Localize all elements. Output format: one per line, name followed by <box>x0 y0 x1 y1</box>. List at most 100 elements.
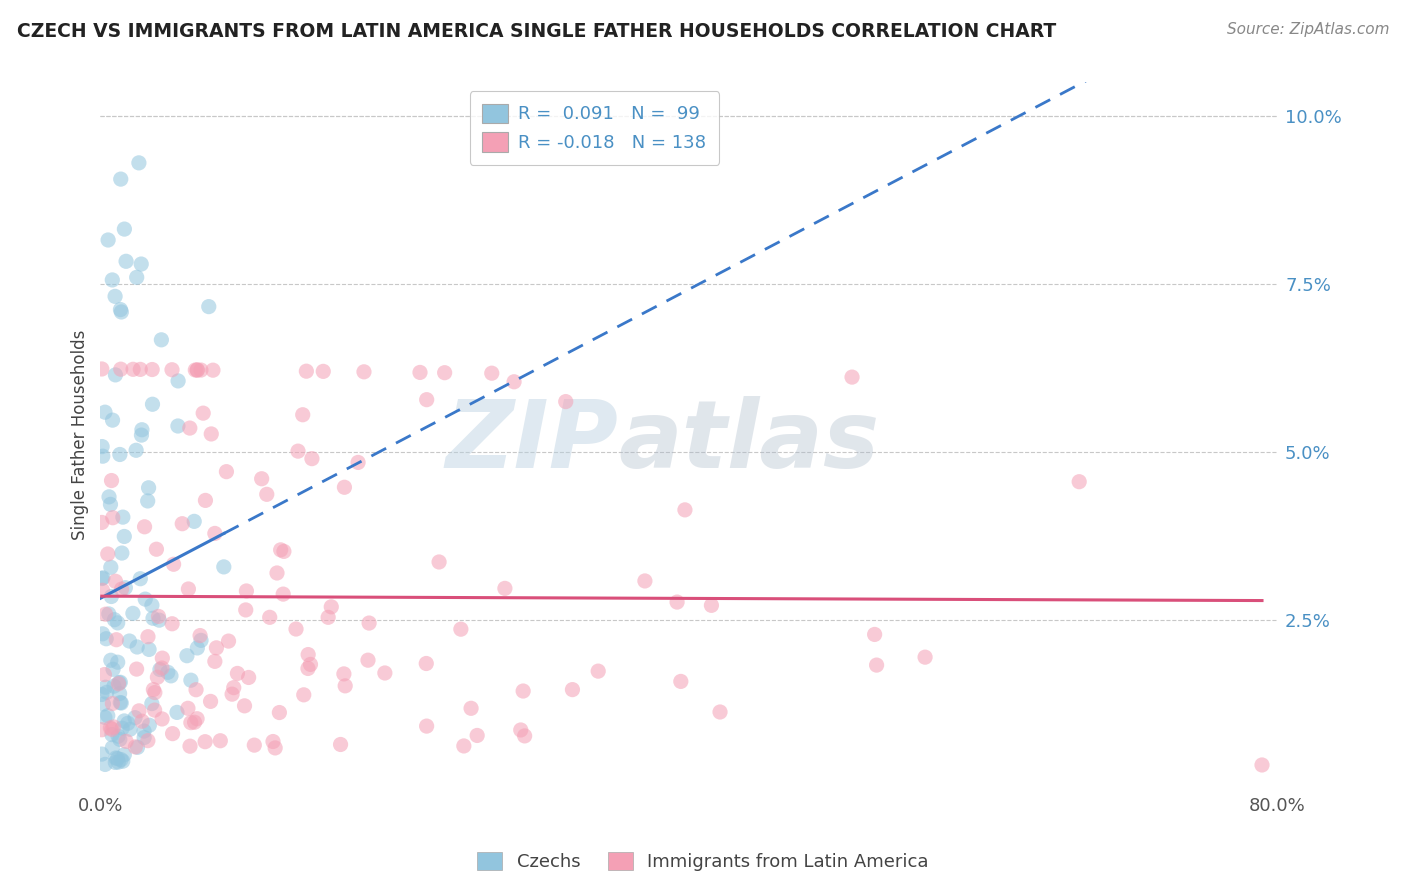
Point <box>238 670 260 684</box>
Point <box>162 558 184 572</box>
Point <box>200 694 222 708</box>
Point <box>204 526 226 541</box>
Point <box>112 747 135 762</box>
Point <box>110 696 132 710</box>
Point <box>1069 475 1091 489</box>
Point <box>107 677 129 691</box>
Point <box>212 560 235 574</box>
Point <box>107 751 129 765</box>
Point <box>180 715 202 730</box>
Point <box>205 640 228 655</box>
Point <box>409 366 432 380</box>
Point <box>285 622 308 636</box>
Point <box>98 721 121 735</box>
Point <box>335 679 357 693</box>
Point <box>235 603 257 617</box>
Point <box>110 582 132 596</box>
Point <box>150 651 173 665</box>
Point <box>167 419 190 434</box>
Point <box>194 734 217 748</box>
Point <box>110 696 132 710</box>
Point <box>150 333 173 347</box>
Point <box>108 732 131 747</box>
Point <box>100 653 122 667</box>
Point <box>512 684 534 698</box>
Point <box>101 740 124 755</box>
Point <box>141 397 163 411</box>
Point <box>460 701 482 715</box>
Point <box>465 729 488 743</box>
Legend: R =  0.091   N =  99, R = -0.018   N = 138: R = 0.091 N = 99, R = -0.018 N = 138 <box>470 91 718 165</box>
Point <box>93 667 115 681</box>
Point <box>100 474 122 488</box>
Point <box>125 270 148 285</box>
Point <box>104 368 127 382</box>
Point <box>100 560 122 574</box>
Point <box>357 653 380 667</box>
Point <box>186 712 208 726</box>
Point <box>90 747 112 761</box>
Point <box>295 364 318 378</box>
Point <box>256 487 278 501</box>
Point <box>863 627 886 641</box>
Point <box>96 632 118 646</box>
Point <box>865 658 887 673</box>
Point <box>347 455 370 469</box>
Point <box>190 363 212 377</box>
Point <box>101 662 124 676</box>
Point <box>136 630 159 644</box>
Point <box>112 529 135 543</box>
Point <box>222 681 245 695</box>
Point <box>101 413 124 427</box>
Point <box>90 723 112 737</box>
Point <box>101 697 124 711</box>
Point <box>122 607 145 621</box>
Point <box>292 688 315 702</box>
Point <box>453 739 475 753</box>
Point <box>117 716 139 731</box>
Point <box>107 729 129 743</box>
Point <box>172 516 194 531</box>
Point <box>115 254 138 268</box>
Point <box>215 465 238 479</box>
Point <box>98 490 121 504</box>
Point <box>150 712 173 726</box>
Point <box>94 757 117 772</box>
Point <box>262 734 284 748</box>
Point <box>270 542 292 557</box>
Point <box>273 544 295 558</box>
Point <box>91 627 114 641</box>
Point <box>148 609 170 624</box>
Point <box>186 363 208 377</box>
Point <box>184 363 207 377</box>
Text: atlas: atlas <box>619 396 879 488</box>
Point <box>143 703 166 717</box>
Point <box>125 443 148 458</box>
Point <box>146 670 169 684</box>
Point <box>138 481 160 495</box>
Point <box>97 547 120 561</box>
Point <box>101 728 124 742</box>
Point <box>301 451 323 466</box>
Point <box>179 421 201 435</box>
Point <box>148 613 170 627</box>
Point <box>110 302 132 317</box>
Point <box>125 662 148 676</box>
Point <box>104 574 127 589</box>
Point <box>333 666 356 681</box>
Point <box>96 685 118 699</box>
Point <box>110 753 132 767</box>
Text: ZIP: ZIP <box>446 396 619 488</box>
Point <box>321 599 343 614</box>
Point <box>134 592 156 607</box>
Point <box>104 756 127 770</box>
Point <box>91 449 114 463</box>
Point <box>291 408 314 422</box>
Point <box>145 542 167 557</box>
Point <box>179 739 201 754</box>
Point <box>250 472 273 486</box>
Point <box>374 665 396 680</box>
Point <box>271 587 294 601</box>
Point <box>177 701 200 715</box>
Point <box>141 697 163 711</box>
